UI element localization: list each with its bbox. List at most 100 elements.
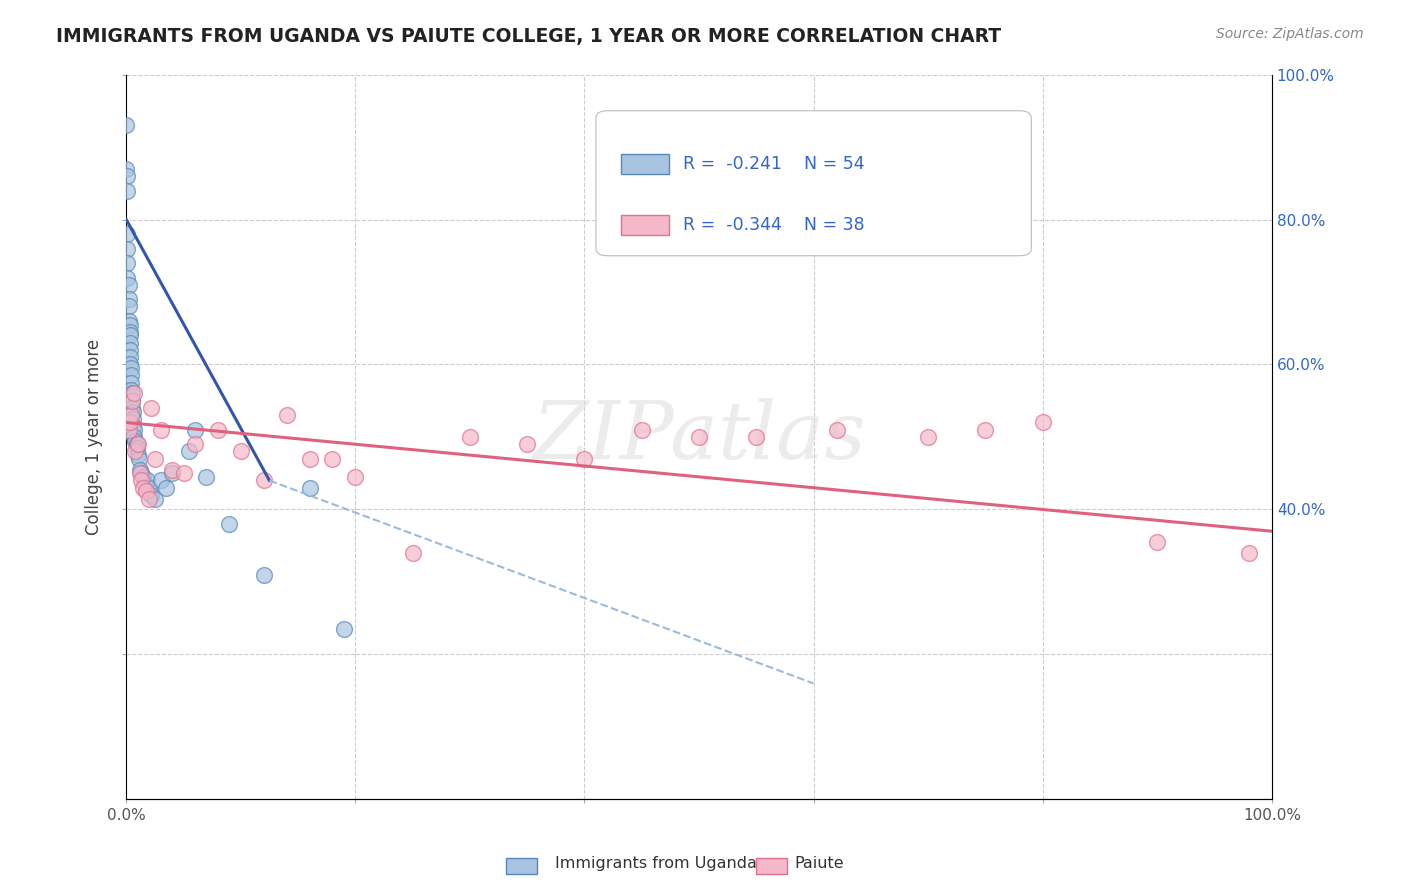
Point	[574, 451, 596, 466]
Point	[516, 437, 538, 451]
Point	[117, 270, 139, 285]
Point	[121, 393, 143, 408]
Point	[118, 325, 141, 339]
Point	[124, 434, 146, 448]
Point	[195, 470, 218, 484]
Point	[127, 448, 149, 462]
Point	[630, 423, 652, 437]
Point	[118, 343, 141, 357]
Point	[143, 451, 166, 466]
Point	[129, 467, 152, 481]
Point	[128, 451, 150, 466]
FancyBboxPatch shape	[596, 111, 1032, 256]
Point	[115, 118, 138, 132]
Text: R =  -0.241    N = 54: R = -0.241 N = 54	[683, 154, 865, 173]
Point	[124, 444, 146, 458]
Point	[117, 169, 139, 183]
Y-axis label: College, 1 year or more: College, 1 year or more	[86, 339, 103, 535]
Point	[184, 423, 207, 437]
Point	[129, 467, 152, 481]
Point	[149, 423, 172, 437]
Point	[184, 437, 207, 451]
Point	[917, 430, 939, 444]
Point	[253, 567, 276, 582]
Point	[117, 292, 139, 306]
Text: Immigrants from Uganda: Immigrants from Uganda	[555, 856, 758, 871]
Point	[135, 474, 157, 488]
Point	[135, 484, 157, 499]
Point	[298, 481, 321, 495]
Text: R =  -0.344    N = 38: R = -0.344 N = 38	[683, 216, 865, 234]
Point	[122, 419, 145, 434]
Point	[129, 462, 152, 476]
Text: Source: ZipAtlas.com: Source: ZipAtlas.com	[1216, 27, 1364, 41]
Point	[121, 401, 143, 415]
Text: ZIPatlas: ZIPatlas	[533, 398, 866, 475]
Point	[141, 401, 163, 415]
Point	[321, 451, 343, 466]
Point	[143, 491, 166, 506]
Point	[125, 437, 148, 451]
Point	[344, 470, 367, 484]
Point	[825, 423, 848, 437]
Point	[160, 462, 183, 476]
Point	[117, 277, 139, 292]
Point	[218, 516, 240, 531]
Point	[117, 227, 139, 241]
Bar	[621, 153, 669, 174]
Point	[688, 430, 710, 444]
Point	[132, 470, 155, 484]
Point	[118, 335, 141, 350]
Point	[117, 242, 139, 256]
Point	[117, 256, 139, 270]
Point	[129, 474, 152, 488]
Point	[141, 488, 163, 502]
Point	[745, 430, 768, 444]
Text: Paiute: Paiute	[794, 856, 844, 871]
Point	[121, 393, 143, 408]
Point	[132, 481, 155, 495]
Point	[253, 474, 276, 488]
Point	[120, 383, 142, 397]
Point	[298, 451, 321, 466]
Point	[118, 318, 141, 332]
Point	[138, 481, 160, 495]
Point	[125, 441, 148, 455]
Point	[333, 622, 356, 636]
Point	[974, 423, 997, 437]
Point	[117, 300, 139, 314]
Point	[118, 358, 141, 372]
Point	[122, 412, 145, 426]
Point	[117, 184, 139, 198]
Point	[117, 314, 139, 328]
Point	[122, 404, 145, 418]
Point	[276, 409, 298, 423]
Point	[1237, 546, 1260, 560]
Point	[120, 361, 142, 376]
Point	[160, 467, 183, 481]
Point	[118, 350, 141, 364]
Point	[207, 423, 229, 437]
Point	[138, 491, 160, 506]
Point	[118, 416, 141, 430]
Point	[120, 368, 142, 383]
Point	[120, 409, 142, 423]
Point	[149, 474, 172, 488]
Point	[458, 430, 481, 444]
Point	[401, 546, 423, 560]
Point	[115, 161, 138, 176]
Point	[120, 376, 142, 390]
Point	[173, 467, 195, 481]
Bar	[621, 215, 669, 235]
Point	[179, 444, 201, 458]
Point	[122, 423, 145, 437]
Point	[117, 423, 139, 437]
Point	[229, 444, 252, 458]
Point	[122, 430, 145, 444]
Point	[1032, 416, 1054, 430]
Point	[121, 386, 143, 401]
Point	[118, 328, 141, 343]
Point	[155, 481, 177, 495]
Point	[134, 477, 156, 491]
Point	[127, 437, 149, 451]
